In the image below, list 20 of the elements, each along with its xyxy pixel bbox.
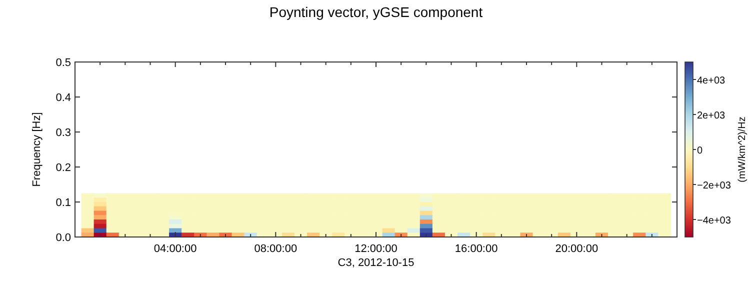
- y-tick-label: 0.3: [56, 127, 71, 139]
- color-bar-title: (mW/km^2)/Hz: [737, 116, 748, 182]
- y-tick-label: 0.0: [56, 232, 71, 244]
- x-tick-label: 04:00:00: [154, 243, 197, 255]
- x-axis-title: C3, 2012-10-15: [338, 257, 414, 269]
- y-tick-label: 0.2: [56, 162, 71, 174]
- y-tick-label: 0.1: [56, 197, 71, 209]
- x-tick-label: 08:00:00: [254, 243, 298, 255]
- color-bar-label: 0: [697, 146, 703, 156]
- x-tick-label: 16:00:00: [454, 243, 498, 255]
- color-bar-label: −4e+03: [697, 216, 732, 226]
- y-axis-title: Frequency [Hz]: [31, 112, 43, 187]
- y-tick-label: 0.5: [56, 57, 71, 69]
- x-tick-label: 12:00:00: [354, 243, 398, 255]
- chart-title: Poynting vector, yGSE component: [269, 4, 483, 20]
- color-bar-label: −2e+03: [697, 180, 732, 192]
- x-tick-label: 20:00:00: [555, 243, 598, 255]
- color-bar-label: 2e+03: [697, 110, 726, 122]
- color-bar-label: 4e+03: [697, 76, 726, 86]
- y-tick-label: 0.4: [56, 92, 71, 104]
